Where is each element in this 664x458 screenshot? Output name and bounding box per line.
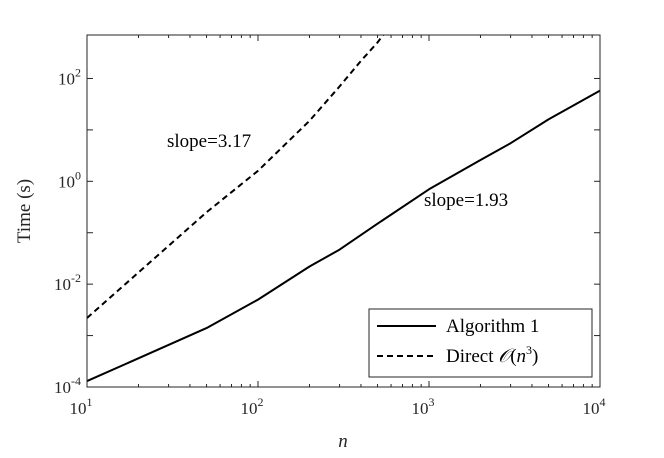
series-line-algorithm: [86, 89, 601, 383]
legend-exponent: 3: [526, 343, 532, 357]
y-axis-label: Time (s): [14, 179, 35, 243]
x-tick-exponent: 3: [429, 395, 435, 409]
annotation-slope-algorithm: slope=1.93: [424, 190, 508, 211]
legend-box: [368, 308, 593, 378]
y-tick-base: 10: [54, 275, 71, 294]
x-tick-base: 10: [583, 399, 600, 418]
y-tick-label: 10-4: [54, 374, 81, 397]
x-tick-exponent: 4: [600, 395, 606, 409]
y-tick-label: 100: [58, 168, 81, 191]
y-tick-base: 10: [58, 172, 75, 191]
x-tick-label: 104: [583, 395, 606, 418]
series-layer: [86, 34, 601, 383]
annotation-slope-direct: slope=3.17: [167, 131, 251, 152]
x-axis-label: n: [338, 431, 348, 452]
y-tick-exponent: -4: [71, 374, 81, 388]
legend-label-direct: Direct 𝒪(n3): [446, 343, 538, 367]
legend-label-algorithm: Algorithm 1: [446, 316, 539, 337]
y-tick-exponent: 2: [75, 65, 81, 79]
y-tick-label: 102: [58, 65, 81, 88]
x-tick-exponent: 2: [258, 395, 264, 409]
y-tick-base: 10: [54, 378, 71, 397]
x-tick-base: 10: [241, 399, 258, 418]
x-tick-label: 102: [241, 395, 264, 418]
legend-close-paren: ): [532, 346, 538, 367]
x-tick-base: 10: [70, 399, 87, 418]
legend-var-n: n: [517, 346, 527, 367]
y-tick-base: 10: [58, 69, 75, 88]
x-tick-label: 101: [70, 395, 93, 418]
series-line-direct: [86, 34, 384, 319]
axes-box: [86, 34, 601, 388]
x-tick-exponent: 1: [87, 395, 93, 409]
y-tick-exponent: 0: [75, 168, 81, 182]
y-tick-exponent: -2: [71, 271, 81, 285]
legend: Algorithm 1 Direct 𝒪(n3): [368, 308, 593, 378]
x-tick-label: 103: [412, 395, 435, 418]
legend-direct-prefix: Direct: [446, 346, 498, 367]
legend-open-paren: (: [510, 346, 516, 367]
x-tick-base: 10: [412, 399, 429, 418]
y-tick-label: 10-2: [54, 271, 81, 294]
